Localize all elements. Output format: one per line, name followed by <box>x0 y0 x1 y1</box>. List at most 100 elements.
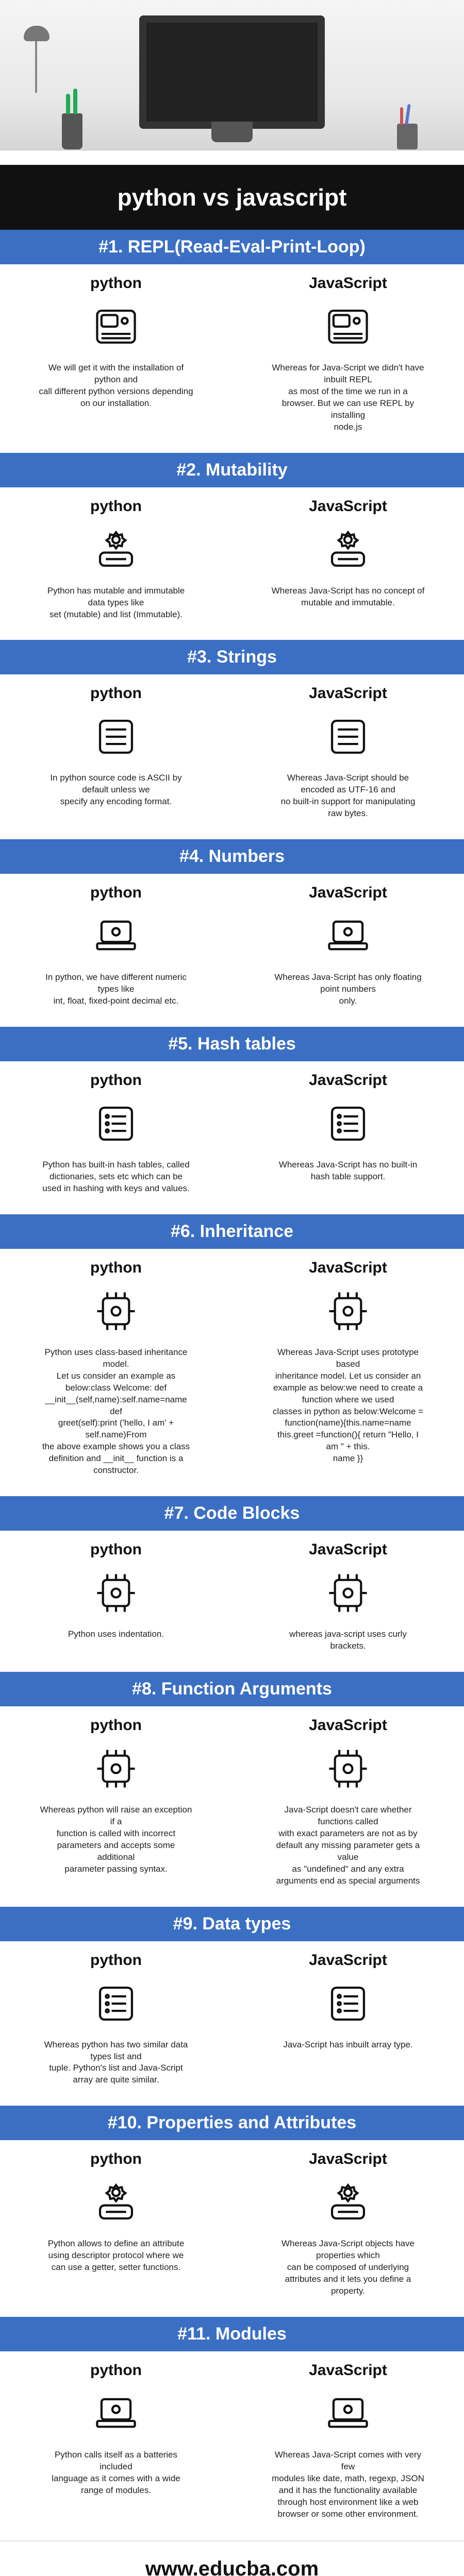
right-description: Whereas Java-Script has only floating po… <box>241 972 455 1007</box>
left-column-title: python <box>9 2150 223 2168</box>
chip-icon <box>320 1565 376 1621</box>
hero-illustration <box>0 0 464 165</box>
left-column-title: python <box>9 275 223 292</box>
left-column-title: python <box>9 1717 223 1734</box>
right-column-title: JavaScript <box>241 1259 455 1277</box>
right-column-title: JavaScript <box>241 1717 455 1734</box>
section-header: #10. Properties and Attributes <box>0 2106 464 2140</box>
right-column-title: JavaScript <box>241 2150 455 2168</box>
right-description: whereas java-script uses curly brackets. <box>241 1629 455 1652</box>
plant-graphic <box>62 113 82 149</box>
laptop-icon <box>320 2385 376 2442</box>
laptop-icon <box>88 2385 144 2442</box>
right-column: JavaScript Whereas Java-Script objects ha… <box>232 2140 464 2312</box>
left-description: Python uses indentation. <box>9 1629 223 1640</box>
left-description: Python allows to define an attribute usi… <box>9 2238 223 2274</box>
right-description: Whereas Java-Script uses prototype based… <box>241 1347 455 1465</box>
left-column-title: python <box>9 884 223 902</box>
section-numbers: #4. NumberspythonIn python, we have diff… <box>0 839 464 1022</box>
section-code: #7. Code BlockspythonPython uses indenta… <box>0 1496 464 1667</box>
left-column: python We will get it with the installati… <box>0 264 232 448</box>
chip-icon <box>320 1740 376 1797</box>
left-column: python Python calls itself as a batteries… <box>0 2351 232 2535</box>
desk-graphic <box>0 149 464 165</box>
laptop-icon <box>88 908 144 964</box>
left-description: Python calls itself as a batteries inclu… <box>9 2449 223 2497</box>
right-column-title: JavaScript <box>241 498 455 515</box>
gear-icon <box>88 2174 144 2231</box>
left-description: Python uses class-based inheritance mode… <box>9 1347 223 1477</box>
left-description: Whereas python will raise an exception i… <box>9 1804 223 1875</box>
left-column: python Python uses indentation. <box>0 1531 232 1667</box>
gear-icon <box>320 2174 376 2231</box>
section-inheritance: #6. Inheritance python Python uses class-b… <box>0 1214 464 1491</box>
right-column-title: JavaScript <box>241 1072 455 1089</box>
right-column-title: JavaScript <box>241 685 455 702</box>
chip-icon <box>320 1283 376 1340</box>
section-header: #6. Inheritance <box>0 1214 464 1249</box>
chip-icon <box>88 1283 144 1340</box>
left-column-title: python <box>9 1259 223 1277</box>
right-description: Whereas Java-Script should be encoded as… <box>241 772 455 820</box>
left-column-title: python <box>9 2362 223 2379</box>
left-column: pythonWhereas python has two similar dat… <box>0 1941 232 2101</box>
right-column-title: JavaScript <box>241 1952 455 1969</box>
section-header: #9. Data types <box>0 1907 464 1941</box>
list-icon <box>88 708 144 765</box>
section-header: #2. Mutability <box>0 453 464 487</box>
gear-icon <box>88 521 144 578</box>
left-column-title: python <box>9 498 223 515</box>
left-column: python In python, we have different numer… <box>0 874 232 1022</box>
left-description: Python has built-in hash tables, called … <box>9 1159 223 1195</box>
list2-icon <box>88 1095 144 1152</box>
right-column: JavaScript Whereas Java-Script comes with… <box>232 2351 464 2535</box>
left-description: In python source code is ASCII by defaul… <box>9 772 223 808</box>
section-modules: #11. Modules python Python calls itself as… <box>0 2317 464 2535</box>
server-icon <box>320 298 376 355</box>
list2-icon <box>88 1975 144 2032</box>
section-datatypes: #9. Data typespythonWhereas python has t… <box>0 1907 464 2101</box>
monitor-graphic <box>139 15 325 129</box>
right-column-title: JavaScript <box>241 884 455 902</box>
section-header: #3. Strings <box>0 640 464 674</box>
right-column: JavaScript Whereas Java-Script uses proto… <box>232 1249 464 1491</box>
right-column: JavaScript Java-Script doesn't care wheth… <box>232 1706 464 1902</box>
left-column-title: python <box>9 1072 223 1089</box>
left-column: python Python has mutable and immutable d… <box>0 487 232 635</box>
section-header: #1. REPL(Read-Eval-Print-Loop) <box>0 230 464 264</box>
left-column-title: python <box>9 685 223 702</box>
right-column: JavaScript Whereas Java-Script has only f… <box>232 874 464 1022</box>
right-column: JavaScriptJava-Script has inbuilt array … <box>232 1941 464 2101</box>
section-repl: #1. REPL(Read-Eval-Print-Loop) python We w… <box>0 230 464 448</box>
right-column-title: JavaScript <box>241 2362 455 2379</box>
right-description: Java-Script doesn't care whether functio… <box>241 1804 455 1887</box>
list2-icon <box>320 1095 376 1152</box>
section-strings: #3. Strings python In python source code i… <box>0 640 464 834</box>
laptop-icon <box>320 908 376 964</box>
left-column-title: python <box>9 1541 223 1558</box>
left-description: Python has mutable and immutable data ty… <box>9 585 223 621</box>
section-header: #5. Hash tables <box>0 1027 464 1061</box>
left-column: python In python source code is ASCII by … <box>0 674 232 834</box>
section-mutability: #2. Mutability python Python has mutable a… <box>0 453 464 635</box>
right-description: Whereas Java-Script objects have propert… <box>241 2238 455 2297</box>
section-hash: #5. Hash tables python Python has built-in… <box>0 1027 464 1209</box>
list-icon <box>320 708 376 765</box>
left-description: In python, we have different numeric typ… <box>9 972 223 1007</box>
left-column: python Whereas python will raise an excep… <box>0 1706 232 1902</box>
left-description: We will get it with the installation of … <box>9 362 223 410</box>
chip-icon <box>88 1740 144 1797</box>
right-column: JavaScript whereas java-script uses curly… <box>232 1531 464 1667</box>
right-column: JavaScriptWhereas for Java-Script we did… <box>232 264 464 448</box>
page-title: python vs javascript <box>0 165 464 230</box>
right-column: JavaScriptWhereas Java-Script has no con… <box>232 487 464 635</box>
right-column-title: JavaScript <box>241 1541 455 1558</box>
right-column: JavaScript Whereas Java-Script should be … <box>232 674 464 834</box>
section-props: #10. Properties and Attributes python Pyth… <box>0 2106 464 2312</box>
server-icon <box>88 298 144 355</box>
right-description: Whereas Java-Script comes with very few … <box>241 2449 455 2520</box>
section-header: #11. Modules <box>0 2317 464 2351</box>
left-column: python Python uses class-based inheritanc… <box>0 1249 232 1491</box>
chip-icon <box>88 1565 144 1621</box>
right-description: Whereas Java-Script has no built-in hash… <box>241 1159 455 1183</box>
